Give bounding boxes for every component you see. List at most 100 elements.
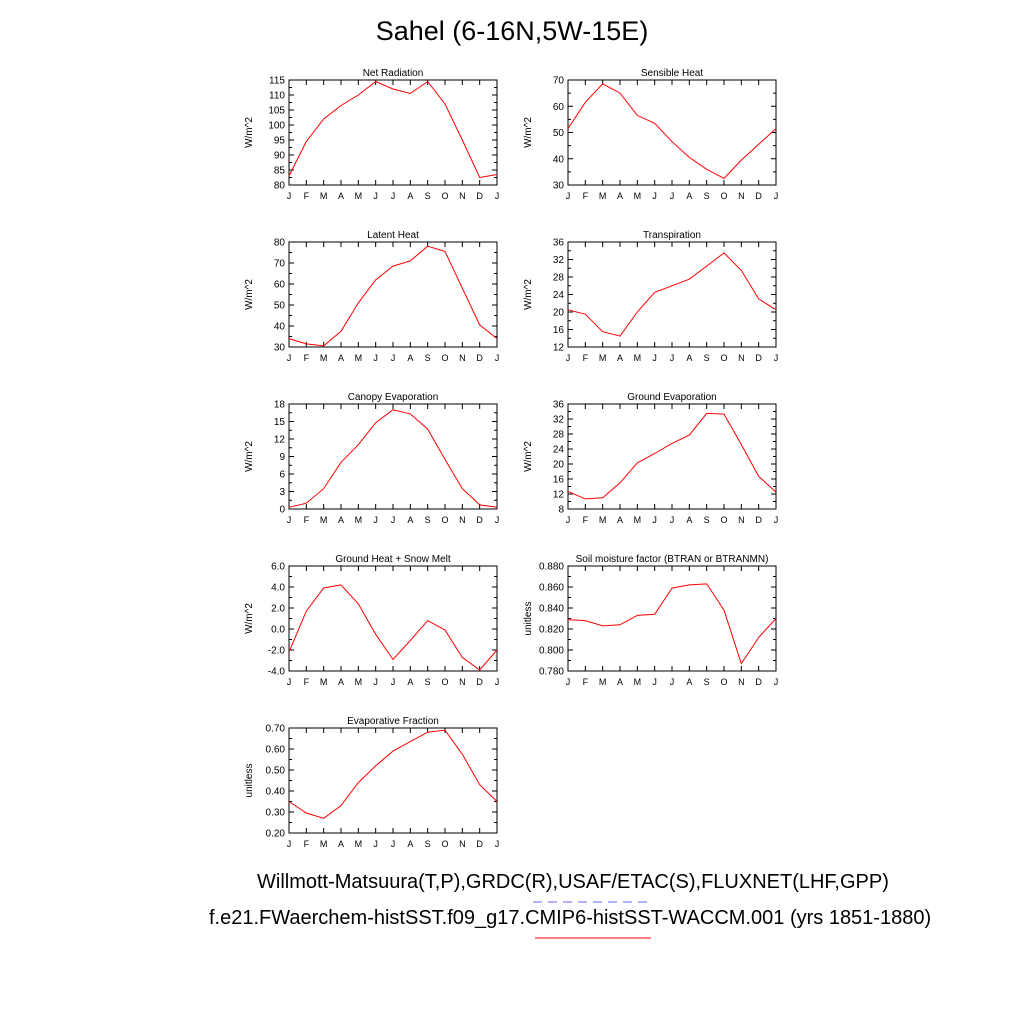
x-tick-label: J xyxy=(495,353,500,363)
x-tick-label: N xyxy=(738,677,745,687)
x-tick-label: J xyxy=(774,515,779,525)
x-tick-label: J xyxy=(774,191,779,201)
x-tick-label: D xyxy=(755,191,762,201)
x-tick-label: J xyxy=(495,839,500,849)
panel-title: Ground Heat + Snow Melt xyxy=(335,554,451,565)
x-tick-label: S xyxy=(425,839,431,849)
y-axis-label: unitless xyxy=(244,764,255,798)
x-tick-label: F xyxy=(583,515,589,525)
x-tick-label: A xyxy=(617,191,623,201)
x-tick-label: N xyxy=(459,515,466,525)
y-tick-label: 0.0 xyxy=(271,625,285,636)
x-tick-label: S xyxy=(425,191,431,201)
x-tick-label: M xyxy=(355,353,363,363)
x-tick-label: A xyxy=(338,677,344,687)
x-tick-label: J xyxy=(495,515,500,525)
x-tick-label: A xyxy=(338,839,344,849)
x-tick-label: A xyxy=(407,839,413,849)
model-series-line xyxy=(567,412,777,500)
x-tick-label: S xyxy=(704,191,710,201)
x-tick-label: O xyxy=(441,353,448,363)
y-tick-label: 85 xyxy=(274,166,286,177)
y-tick-label: 60 xyxy=(274,280,286,291)
x-tick-label: D xyxy=(476,353,483,363)
x-tick-label: D xyxy=(476,839,483,849)
y-tick-label: 0.20 xyxy=(266,829,286,840)
y-tick-label: 0.880 xyxy=(539,562,564,573)
x-tick-label: A xyxy=(407,353,413,363)
y-tick-label: 80 xyxy=(274,181,286,192)
x-tick-label: J xyxy=(391,677,396,687)
y-tick-label: 16 xyxy=(553,475,565,486)
x-tick-label: O xyxy=(441,191,448,201)
y-tick-label: 24 xyxy=(553,445,565,456)
model-series-line xyxy=(288,729,498,819)
y-tick-label: 0.40 xyxy=(266,787,286,798)
model-series-line xyxy=(288,409,498,508)
panel-title: Canopy Evaporation xyxy=(348,392,439,403)
x-tick-label: J xyxy=(373,191,378,201)
y-tick-label: 105 xyxy=(268,106,285,117)
y-tick-label: 30 xyxy=(274,343,286,354)
y-tick-label: 28 xyxy=(553,430,565,441)
y-tick-label: 70 xyxy=(553,76,565,87)
x-tick-label: M xyxy=(355,515,363,525)
y-tick-label: 32 xyxy=(553,415,565,426)
x-tick-label: D xyxy=(755,677,762,687)
y-tick-label: 90 xyxy=(274,151,286,162)
x-tick-label: J xyxy=(774,677,779,687)
y-tick-label: 110 xyxy=(269,91,285,102)
panel-title: Ground Evaporation xyxy=(627,392,717,403)
y-tick-label: 18 xyxy=(274,400,286,411)
x-tick-label: M xyxy=(320,839,328,849)
y-tick-label: 0.30 xyxy=(266,808,286,819)
x-tick-label: A xyxy=(407,677,413,687)
y-tick-label: 0.840 xyxy=(539,604,564,615)
x-tick-label: J xyxy=(652,353,657,363)
x-tick-label: S xyxy=(425,515,431,525)
x-tick-label: D xyxy=(755,353,762,363)
y-tick-label: 0.60 xyxy=(266,745,286,756)
y-tick-label: -2.0 xyxy=(268,646,286,657)
y-tick-label: 16 xyxy=(553,325,565,336)
y-tick-label: 12 xyxy=(274,435,286,446)
y-tick-label: 0.70 xyxy=(266,724,286,735)
x-tick-label: J xyxy=(652,515,657,525)
y-axis-label: W/m^2 xyxy=(523,279,534,310)
x-tick-label: N xyxy=(738,191,745,201)
x-tick-label: A xyxy=(407,191,413,201)
x-tick-label: O xyxy=(441,839,448,849)
y-tick-label: 15 xyxy=(274,417,286,428)
x-tick-label: S xyxy=(704,353,710,363)
model-series-line xyxy=(567,583,777,665)
y-tick-label: 115 xyxy=(269,76,285,87)
x-tick-label: A xyxy=(338,191,344,201)
y-tick-label: 36 xyxy=(553,400,565,411)
x-tick-label: M xyxy=(634,515,642,525)
y-tick-label: 95 xyxy=(274,136,286,147)
y-tick-label: 60 xyxy=(553,102,565,113)
figure-title: Sahel (6-16N,5W-15E) xyxy=(375,16,649,46)
observations-label: Willmott-Matsuura(T,P),GRDC(R),USAF/ETAC… xyxy=(257,871,889,893)
y-tick-label: 40 xyxy=(274,322,286,333)
x-tick-label: J xyxy=(391,191,396,201)
y-tick-label: 8 xyxy=(558,505,564,516)
x-tick-label: S xyxy=(704,677,710,687)
x-tick-label: J xyxy=(373,677,378,687)
y-tick-label: 32 xyxy=(553,255,565,266)
y-tick-label: 6 xyxy=(279,470,285,481)
x-tick-label: F xyxy=(583,353,589,363)
x-tick-label: A xyxy=(617,353,623,363)
x-tick-label: A xyxy=(686,353,692,363)
x-tick-label: O xyxy=(720,353,727,363)
y-tick-label: 0 xyxy=(279,505,285,516)
y-axis-label: unitless xyxy=(523,602,534,636)
x-tick-label: F xyxy=(583,191,589,201)
x-tick-label: A xyxy=(338,353,344,363)
x-tick-label: O xyxy=(720,191,727,201)
x-tick-label: M xyxy=(320,677,328,687)
